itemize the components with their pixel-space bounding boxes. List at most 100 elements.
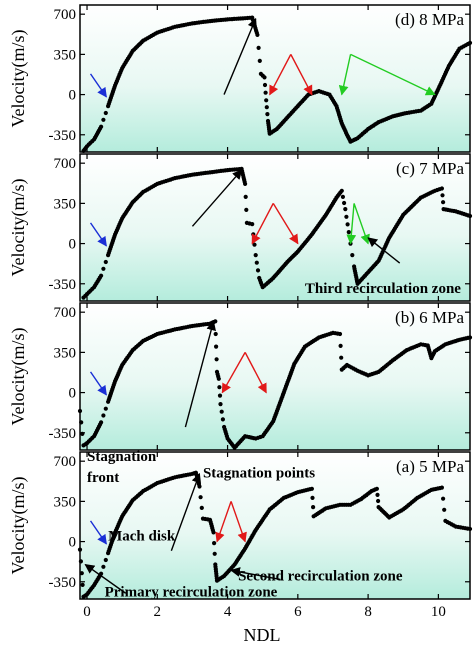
y-tick-label: -350	[49, 575, 77, 591]
black-arrow	[367, 237, 401, 264]
blue-arrow	[89, 520, 107, 545]
data-point	[103, 406, 108, 411]
y-tick-label: 700	[54, 454, 77, 470]
plot-frame	[79, 153, 471, 302]
data-point	[339, 188, 344, 193]
data-point	[214, 344, 219, 349]
panel-title: (d) 8 MPa	[395, 10, 464, 29]
panel-title: (a) 5 MPa	[396, 457, 464, 476]
y-axis-label: Velocity(m/s)	[8, 179, 29, 277]
black-arrow	[170, 472, 202, 552]
data-point	[216, 376, 221, 381]
red-arrow	[290, 54, 313, 96]
data-point	[263, 90, 268, 95]
data-point	[309, 486, 314, 491]
data-point	[374, 486, 379, 491]
data-point	[198, 495, 203, 500]
panel-title: (b) 6 MPa	[395, 308, 464, 327]
x-tick-label: 6	[294, 604, 302, 620]
data-point	[344, 214, 349, 219]
data-point	[243, 181, 248, 186]
y-axis-label: Velocity(m/s)	[8, 328, 29, 426]
data-point	[440, 193, 445, 198]
data-point	[101, 413, 106, 418]
annotation: Third recirculation zone	[305, 281, 461, 297]
red-arrow	[272, 203, 299, 245]
data-point	[213, 331, 218, 337]
data-point	[262, 75, 267, 80]
data-point	[338, 343, 343, 348]
data-point	[439, 186, 444, 191]
data-point	[265, 112, 270, 117]
red-arrow	[251, 203, 274, 245]
y-tick-label: -350	[49, 277, 77, 293]
y-tick-label: -350	[49, 128, 77, 144]
x-tick-label: 2	[154, 604, 162, 620]
data-point	[340, 194, 345, 199]
annotation: Stagnation points	[203, 465, 315, 481]
data-point	[220, 417, 225, 422]
data-point	[310, 495, 315, 500]
data-point	[376, 498, 381, 504]
data-point	[103, 557, 108, 563]
black-arrow	[184, 320, 216, 428]
annotation: Primary recirculation zone	[105, 585, 278, 601]
data-point	[350, 253, 355, 258]
data-point	[199, 505, 204, 510]
data-point	[217, 385, 222, 390]
data-point	[101, 266, 106, 271]
green-arrow	[350, 53, 436, 96]
x-tick-label: 0	[83, 604, 91, 620]
black-arrow	[191, 169, 243, 227]
red-arrow	[269, 54, 292, 96]
data-point	[80, 582, 85, 588]
x-tick-label: 10	[431, 604, 446, 620]
data-point	[264, 105, 269, 110]
data-point	[256, 45, 261, 51]
x-tick-label: 4	[224, 604, 232, 620]
annotation: Second recirculation zone	[238, 569, 403, 585]
data-point	[255, 268, 261, 273]
panel-4: 700 350 0 -350 Velocity(m/s) (a) 5 MPa Stagnat…	[8, 449, 473, 601]
data-point	[103, 110, 108, 116]
data-point	[217, 393, 223, 398]
data-point	[337, 331, 343, 337]
panel-3: 700 350 0 -350 Velocity(m/s) (b) 6 MPa	[8, 302, 473, 451]
data-point	[101, 564, 106, 569]
data-point	[99, 273, 104, 278]
y-tick-label: 350	[54, 47, 77, 63]
plot-background	[80, 303, 470, 450]
y-tick-label: 700	[54, 7, 77, 23]
x-tick-label: 8	[364, 604, 372, 620]
red-arrow	[230, 501, 247, 543]
annotation: front	[87, 470, 119, 486]
data-point	[346, 230, 351, 235]
panel-1: 700 350 0 -350 Velocity(m/s) (d) 8 MPa	[8, 4, 473, 153]
data-point	[254, 260, 259, 265]
data-point	[257, 58, 262, 64]
y-tick-label: 0	[69, 237, 77, 253]
data-point	[99, 420, 104, 425]
data-point	[197, 484, 202, 489]
data-point	[342, 200, 347, 206]
green-arrow	[353, 203, 370, 245]
y-tick-label: 700	[54, 305, 77, 321]
annotation: Stagnation	[87, 449, 157, 465]
y-tick-label: -350	[49, 426, 77, 442]
data-point	[439, 485, 444, 490]
data-point	[244, 207, 249, 212]
panel-2: 700 350 0 -350 Velocity(m/s) (c) 7 MPa Third r…	[8, 153, 473, 302]
data-point	[251, 232, 256, 237]
y-tick-label: 350	[54, 196, 77, 212]
plot-frame	[79, 4, 471, 153]
black-arrow	[84, 563, 127, 594]
data-point	[214, 357, 219, 362]
data-series	[77, 470, 473, 599]
data-point	[339, 355, 344, 360]
red-arrow	[244, 352, 267, 394]
data-point	[253, 253, 258, 258]
data-point	[264, 98, 269, 103]
panel-title: (c) 7 MPa	[396, 159, 464, 178]
red-arrow	[221, 352, 246, 394]
